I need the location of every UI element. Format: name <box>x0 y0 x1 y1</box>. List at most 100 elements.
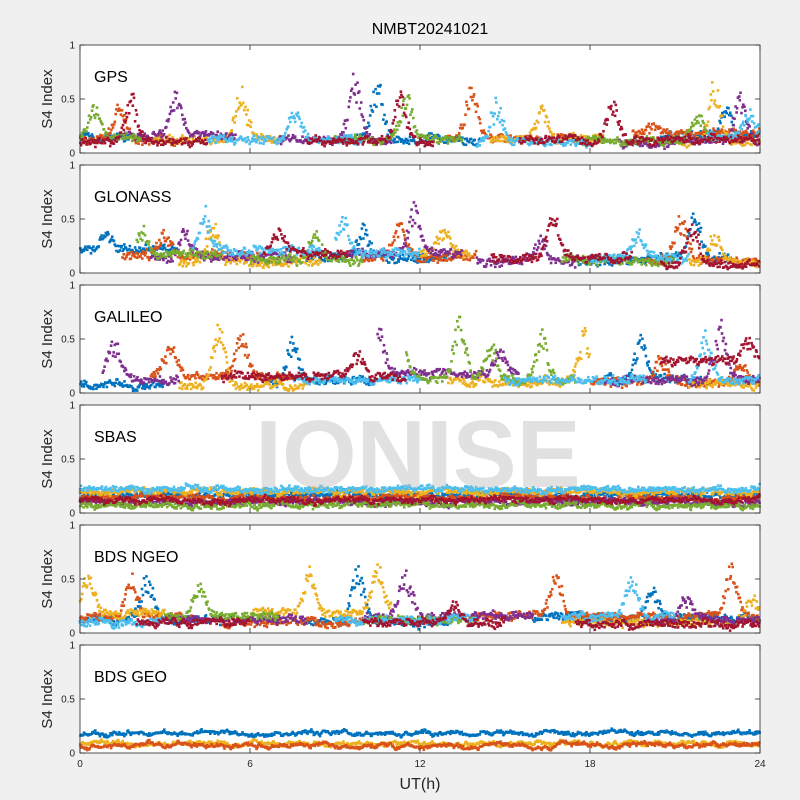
data-point <box>718 257 722 260</box>
data-point <box>245 140 249 143</box>
data-point <box>150 256 153 259</box>
data-point <box>317 141 321 145</box>
data-point <box>357 262 361 266</box>
data-point <box>390 135 394 138</box>
data-point <box>251 139 255 143</box>
data-point <box>345 139 349 142</box>
data-point <box>476 262 479 265</box>
data-point <box>208 225 211 228</box>
data-point <box>188 258 192 261</box>
data-point <box>441 238 444 242</box>
data-point <box>449 237 452 240</box>
data-point <box>157 141 161 144</box>
data-point <box>206 138 210 141</box>
data-point <box>313 138 317 142</box>
data-point <box>587 260 590 264</box>
data-point <box>415 129 419 132</box>
data-point <box>258 251 262 255</box>
data-point <box>689 242 692 246</box>
data-point <box>536 246 540 249</box>
data-point <box>336 258 340 261</box>
data-point <box>504 131 508 134</box>
data-point <box>474 249 478 253</box>
data-point <box>741 106 744 109</box>
data-point <box>127 248 131 251</box>
data-point <box>731 258 735 262</box>
data-point <box>416 211 419 215</box>
data-point <box>712 138 715 141</box>
data-point <box>292 257 295 261</box>
data-point <box>428 258 432 262</box>
data-point <box>417 143 420 146</box>
data-point <box>158 136 162 140</box>
data-point <box>147 256 150 260</box>
data-point <box>707 254 710 257</box>
data-point <box>145 248 149 251</box>
data-point <box>406 236 409 240</box>
data-point <box>205 245 209 248</box>
data-point <box>371 251 374 254</box>
data-point <box>244 105 247 109</box>
data-point <box>492 136 495 139</box>
data-point <box>716 257 720 261</box>
data-point <box>289 260 293 264</box>
data-point <box>537 138 541 142</box>
data-point <box>140 135 143 139</box>
data-point <box>661 131 664 135</box>
data-point <box>732 123 735 127</box>
data-point <box>324 250 327 254</box>
data-point <box>339 230 343 233</box>
data-point <box>468 86 471 90</box>
data-point <box>215 250 218 254</box>
data-point <box>622 142 626 146</box>
data-point <box>635 140 639 143</box>
data-point <box>206 252 209 255</box>
data-point <box>219 132 223 136</box>
data-point <box>203 248 207 251</box>
data-point <box>405 141 408 144</box>
data-point <box>216 130 219 133</box>
data-point <box>422 239 425 242</box>
data-point <box>563 141 567 145</box>
data-point <box>341 136 344 140</box>
data-point <box>162 252 166 255</box>
data-point <box>275 142 279 146</box>
data-point <box>250 140 253 143</box>
data-point <box>202 258 206 262</box>
data-point <box>221 251 225 255</box>
data-point <box>279 137 282 140</box>
data-point <box>409 247 412 250</box>
data-point <box>395 135 399 139</box>
data-point <box>603 138 607 142</box>
data-point <box>394 131 397 134</box>
data-point <box>734 259 737 262</box>
data-point <box>441 138 445 141</box>
data-point <box>370 241 373 245</box>
data-point <box>393 128 396 131</box>
data-point <box>88 118 92 121</box>
data-point <box>653 141 656 144</box>
data-point <box>574 134 577 137</box>
data-point <box>596 141 599 144</box>
data-point <box>216 252 219 255</box>
data-point <box>142 224 146 228</box>
data-point <box>432 247 435 251</box>
data-point <box>632 129 635 132</box>
data-point <box>740 138 744 142</box>
data-point <box>138 246 142 250</box>
data-point <box>210 134 214 138</box>
data-point <box>532 247 536 250</box>
data-point <box>290 136 294 140</box>
data-point <box>142 252 146 256</box>
data-point <box>348 250 352 253</box>
data-point <box>199 250 202 254</box>
data-point <box>186 239 190 242</box>
data-point <box>114 112 117 116</box>
data-point <box>92 104 95 107</box>
data-point <box>128 130 131 134</box>
data-point <box>428 247 432 251</box>
data-point <box>201 222 204 226</box>
data-point <box>260 257 263 260</box>
data-point <box>152 252 156 255</box>
data-point <box>497 111 501 114</box>
